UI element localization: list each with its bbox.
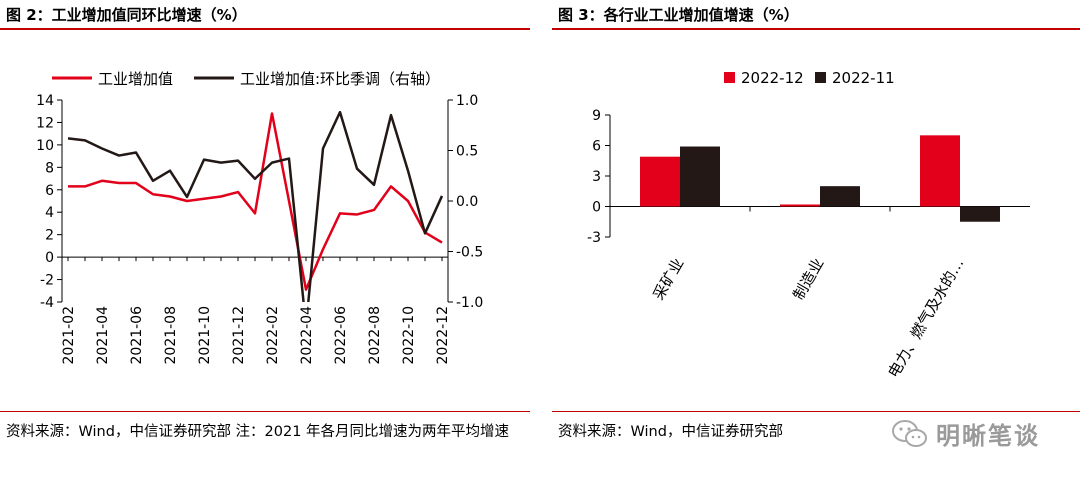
bar-2022-11-2: [820, 186, 860, 207]
left-figure-panel: 图 2：工业增加值同环比增速（%） -4 -2 0 2 4 6 8 10 12 14 1.0 0.5 0…: [0, 0, 530, 480]
bar-2022-11-3: [960, 206, 1000, 222]
right-source-rule: [552, 411, 1080, 412]
y-tick-label: 0: [592, 200, 601, 216]
x-tick-label: 2021-08: [163, 306, 179, 365]
legend-label-2022-11: 2022-11: [832, 69, 895, 87]
y-right-tick-label: 0.5: [456, 144, 478, 160]
legend-label-mom: 工业增加值:环比季调（右轴）: [240, 70, 440, 88]
x-tick-label: 2021-06: [129, 306, 145, 365]
legend-swatch-2022-12: [724, 72, 735, 83]
y-left-tick-label: 8: [45, 160, 54, 176]
x-tick-label: 2022-06: [333, 306, 349, 365]
y-tick-label: 6: [592, 139, 601, 155]
y-tick-label: 9: [592, 108, 601, 124]
y-left-tick-label: 10: [36, 138, 54, 154]
x-category-label: 电力、燃气及水的…: [884, 255, 967, 381]
x-tick-label: 2022-08: [367, 306, 383, 365]
line-chart: -4 -2 0 2 4 6 8 10 12 14 1.0 0.5 0.0 -0.5 -1.0 2021-02 2…: [36, 70, 483, 365]
bar-2022-12-2: [780, 204, 820, 207]
x-tick-label: 2022-04: [299, 306, 315, 365]
y-left-tick-label: -4: [40, 295, 54, 311]
x-category-label: 采矿业: [649, 255, 687, 303]
y-tick-label: 3: [592, 169, 601, 185]
y-left-tick-label: 6: [45, 183, 54, 199]
bar-2022-11-1: [680, 146, 720, 207]
x-tick-label: 2021-12: [231, 306, 247, 365]
watermark-label: 明晰笔谈: [936, 422, 1040, 450]
wechat-icon: [892, 419, 927, 447]
right-source-note: 资料来源：Wind，中信证券研究部: [558, 424, 783, 440]
left-source-note: 资料来源：Wind，中信证券研究部 注：2021 年各月同比增速为两年平均增速: [6, 424, 510, 440]
x-tick-label: 2021-04: [95, 306, 111, 365]
watermark: 明晰笔谈: [890, 416, 1040, 451]
series-line-industrial-value-added: [68, 112, 443, 291]
y-left-tick-label: 4: [45, 205, 54, 221]
y-left-tick-label: 14: [36, 93, 54, 109]
series-line-mom-seasonally-adjusted: [67, 110, 444, 302]
y-left-tick-label: 12: [36, 115, 54, 131]
y-left-tick-label: 0: [45, 250, 54, 266]
bar-chart: -3 0 3 6 9 采矿业 制造业 电力、燃气及水的… 2022-12 2022-11: [587, 69, 1030, 381]
x-tick-label: 2022-10: [401, 306, 417, 365]
y-right-tick-label: -0.5: [456, 245, 483, 261]
y-tick-label: -3: [587, 230, 601, 246]
legend-label-industrial-value-added: 工业增加值: [98, 70, 173, 88]
bar-2022-12-3: [920, 135, 960, 207]
y-right-tick-label: -1.0: [456, 295, 483, 311]
right-figure-title: 图 3：各行业工业增加值增速（%）: [558, 6, 799, 24]
y-right-tick-label: 1.0: [456, 93, 478, 109]
x-tick-label: 2021-02: [61, 306, 77, 365]
bar-2022-12-1: [640, 156, 680, 207]
y-left-tick-label: -2: [40, 273, 54, 289]
x-tick-label: 2021-10: [197, 306, 213, 365]
right-title-rule: [552, 28, 1080, 30]
left-source-rule: [0, 411, 530, 412]
legend-swatch-2022-11: [815, 72, 826, 83]
left-title-rule: [0, 28, 530, 30]
left-figure-title: 图 2：工业增加值同环比增速（%）: [6, 6, 247, 24]
y-left-tick-label: 2: [45, 228, 54, 244]
x-tick-label: 2022-12: [435, 306, 451, 365]
legend-label-2022-12: 2022-12: [741, 69, 804, 87]
x-tick-label: 2022-02: [265, 306, 281, 365]
x-category-label: 制造业: [789, 255, 827, 303]
right-figure-panel: 图 3：各行业工业增加值增速（%） -3 0 3 6 9 采矿业 制造业 电力、燃气及水的… 2…: [552, 0, 1080, 480]
y-right-tick-label: 0.0: [456, 194, 478, 210]
